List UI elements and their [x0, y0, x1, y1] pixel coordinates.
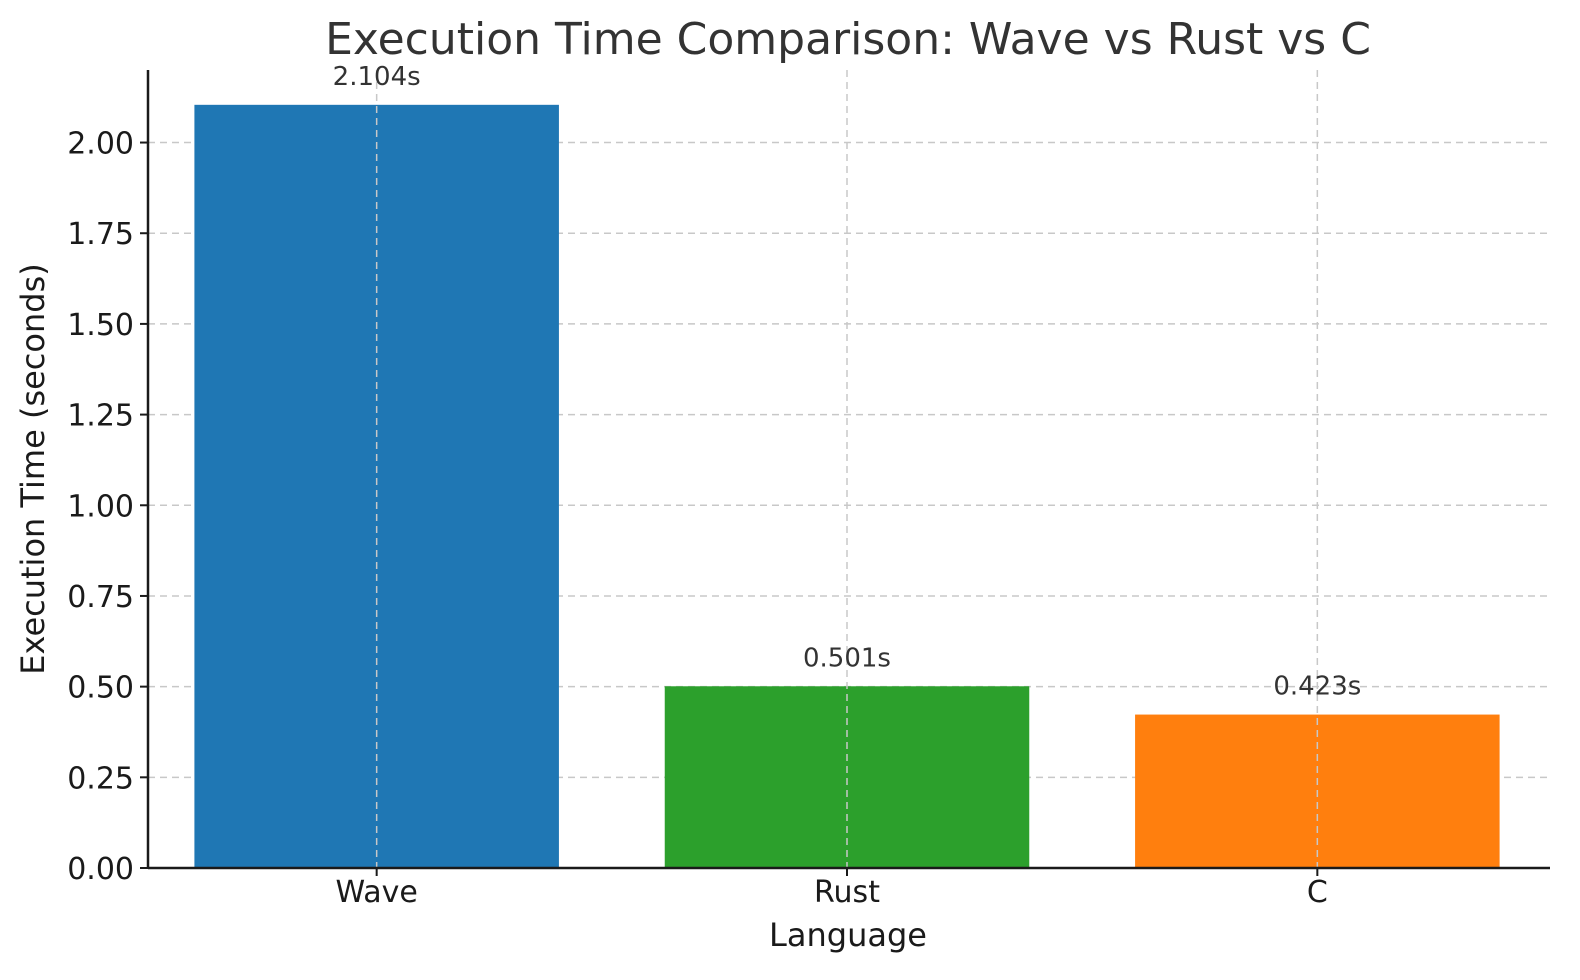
- vertical-grid: [375, 70, 1319, 868]
- y-tick-label: 1.75: [67, 217, 134, 252]
- y-tick-label: 0.50: [67, 671, 134, 706]
- x-axis-ticks: Wave Rust C: [335, 868, 1328, 910]
- data-label-wave: 2.104s: [333, 62, 421, 92]
- data-label-rust: 0.501s: [803, 643, 891, 673]
- bar-rust: [664, 686, 1030, 868]
- data-label-c: 0.423s: [1273, 672, 1361, 702]
- y-tick-label: 1.25: [67, 399, 134, 434]
- y-tick-label: 2.00: [67, 127, 134, 162]
- y-tick-label: 1.50: [67, 308, 134, 343]
- y-tick-label: 0.25: [67, 761, 134, 796]
- x-tick-label: C: [1307, 875, 1328, 910]
- x-tick-label: Wave: [335, 875, 417, 910]
- x-tick-label: Rust: [814, 875, 880, 910]
- chart-title: Execution Time Comparison: Wave vs Rust …: [325, 14, 1371, 65]
- bars: [194, 104, 1500, 868]
- y-tick-label: 0.75: [67, 580, 134, 615]
- y-tick-label: 0.00: [67, 852, 134, 887]
- x-axis-label: Language: [769, 916, 927, 954]
- y-axis-ticks: 0.00 0.25 0.50 0.75 1.00 1.25 1.50 1.75 2.00: [67, 127, 148, 887]
- data-labels: 2.104s 0.501s 0.423s: [333, 62, 1362, 702]
- y-axis-label: Execution Time (seconds): [14, 263, 52, 674]
- y-tick-label: 1.00: [67, 489, 134, 524]
